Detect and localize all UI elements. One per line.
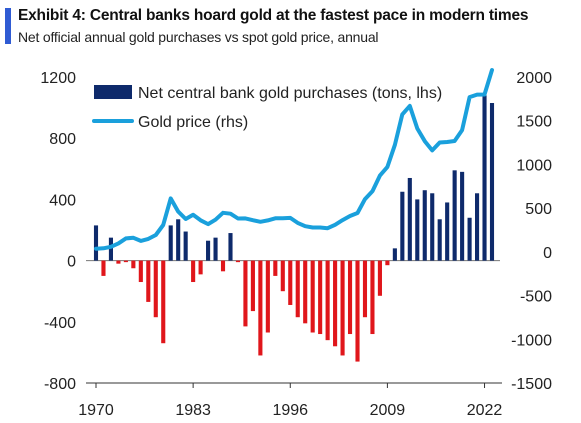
title-accent-bar — [5, 8, 11, 44]
purchase-bar — [377, 260, 382, 296]
x-axis-tick-label: 1996 — [272, 402, 308, 419]
purchase-bar — [489, 103, 495, 261]
purchase-bar — [258, 260, 263, 356]
purchase-bar — [116, 260, 121, 264]
purchase-bar — [415, 199, 420, 261]
gold-price-line — [94, 68, 494, 251]
right-axis-tick-label: 1500 — [516, 114, 552, 131]
x-axis-tick-label: 2009 — [370, 402, 406, 419]
x-axis-tick-label: 2022 — [467, 402, 503, 419]
purchase-bar — [161, 260, 166, 344]
purchase-bar — [318, 260, 323, 335]
purchase-bar — [220, 260, 226, 272]
right-axis-tick-label: -1000 — [511, 332, 552, 349]
right-axis-tick-label: -500 — [520, 289, 552, 306]
purchase-bar — [430, 193, 435, 261]
purchase-bar — [362, 260, 368, 318]
purchase-bar — [93, 225, 99, 261]
purchase-bar — [153, 260, 158, 318]
purchase-bar — [250, 260, 255, 312]
purchase-bar — [460, 171, 465, 261]
purchase-bar — [131, 260, 136, 269]
purchase-bar — [392, 248, 397, 261]
purchase-bar — [295, 260, 300, 318]
purchase-bar — [183, 231, 188, 261]
purchase-bar — [288, 260, 293, 305]
purchase-bar — [445, 202, 450, 261]
purchase-bar — [340, 260, 345, 356]
x-axis-tick-label: 1983 — [175, 402, 211, 419]
legend-label-purchases: Net central bank gold purchases (tons, l… — [138, 85, 442, 102]
purchase-bar — [213, 237, 218, 261]
left-axis-tick-label: 400 — [49, 192, 76, 209]
purchase-bar — [235, 260, 241, 263]
right-axis-tick-label: 500 — [525, 201, 552, 218]
purchase-bar — [101, 260, 106, 276]
purchase-bar — [303, 260, 308, 324]
purchase-bar — [467, 217, 472, 261]
purchase-bar — [265, 260, 270, 333]
purchase-bar — [400, 191, 405, 261]
x-axis-tick-label: 1970 — [78, 402, 114, 419]
legend-swatch-purchases — [94, 85, 132, 99]
purchase-bar — [333, 260, 338, 347]
purchase-bar — [228, 233, 233, 261]
purchase-bar — [475, 193, 480, 261]
purchase-bar — [325, 260, 330, 341]
left-axis-tick-label: -800 — [44, 376, 76, 393]
purchase-bar — [243, 260, 248, 327]
purchase-bar — [482, 95, 487, 261]
purchase-bar — [198, 260, 203, 275]
purchase-bar — [355, 260, 360, 362]
purchase-bar — [146, 260, 151, 302]
purchase-bar — [347, 260, 353, 335]
purchase-bar — [407, 177, 412, 261]
purchase-bar — [437, 219, 442, 261]
purchase-bar — [310, 260, 315, 333]
legend-label-price: Gold price (rhs) — [138, 114, 248, 131]
right-axis-tick-label: 1000 — [516, 157, 552, 174]
chart-subtitle: Net official annual gold purchases vs sp… — [18, 29, 379, 45]
left-axis-tick-label: 800 — [49, 131, 76, 148]
left-axis-tick-label: 0 — [67, 254, 76, 271]
left-axis-tick-label: 1200 — [40, 70, 76, 87]
right-axis-tick-label: -1500 — [511, 376, 552, 393]
purchase-bar — [123, 260, 128, 263]
right-axis-tick-label: 0 — [543, 245, 552, 262]
purchase-bar — [108, 237, 113, 261]
purchase-bar — [176, 219, 181, 261]
purchase-bar — [273, 260, 278, 276]
purchase-bar — [206, 240, 211, 261]
purchase-bar — [422, 190, 427, 261]
purchase-bar — [280, 260, 285, 292]
chart-title: Exhibit 4: Central banks hoard gold at t… — [18, 7, 529, 24]
purchase-bar — [138, 260, 143, 283]
purchase-bar — [452, 170, 457, 261]
purchase-bar — [370, 260, 375, 335]
right-axis-tick-label: 2000 — [516, 70, 552, 87]
purchase-bar — [168, 225, 173, 261]
left-axis-tick-label: -400 — [44, 315, 76, 332]
purchase-bar — [191, 260, 196, 283]
purchase-bar — [385, 260, 390, 266]
